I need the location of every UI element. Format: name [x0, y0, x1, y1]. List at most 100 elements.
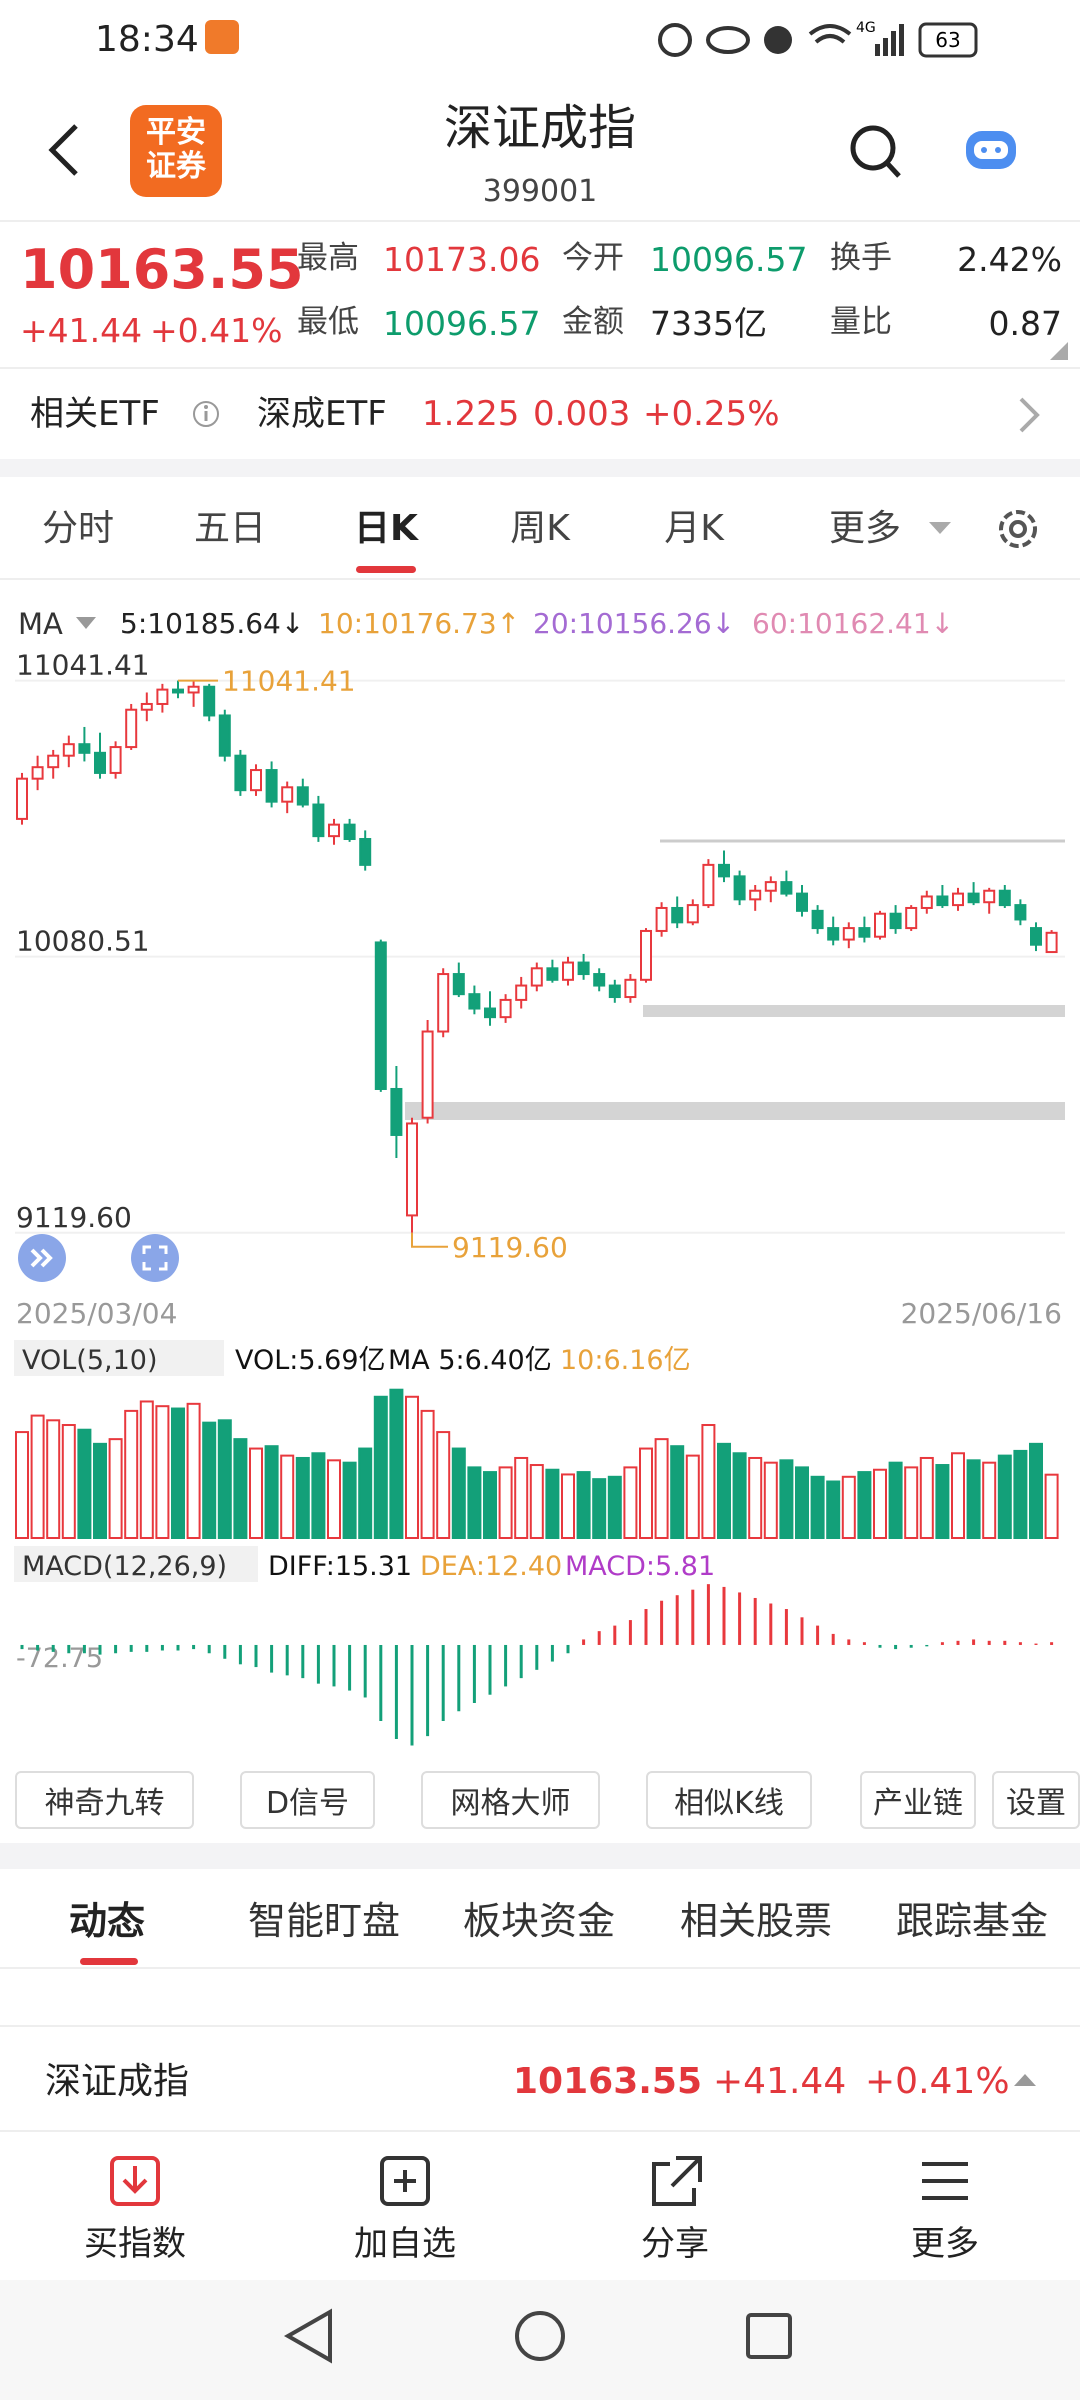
candle-body: [796, 892, 808, 912]
volume-bar: [779, 1459, 794, 1539]
divider: [0, 1967, 1080, 1969]
candle-body: [764, 881, 777, 892]
search-button[interactable]: [845, 118, 905, 182]
etf-change: 0.003: [533, 394, 631, 434]
candle-body: [889, 912, 902, 930]
candle-body: [593, 973, 606, 987]
page-title: 深证成指: [443, 100, 637, 156]
volume-bar: [498, 1466, 513, 1540]
divider: [0, 578, 1080, 580]
volume-bar: [857, 1471, 872, 1539]
section-gap: [0, 459, 1080, 477]
candle-body: [359, 838, 372, 866]
volume-bar: [389, 1388, 404, 1540]
tool-button[interactable]: 神奇九转: [15, 1771, 194, 1829]
candle-body: [655, 906, 668, 932]
candle-body: [546, 967, 559, 981]
period-tab[interactable]: 日K: [354, 508, 418, 549]
ma-caret[interactable]: [74, 614, 98, 632]
volume-bar: [1044, 1473, 1059, 1539]
settings-button[interactable]: [994, 505, 1042, 553]
candle-body: [1045, 931, 1058, 954]
tool-button[interactable]: 网格大师: [421, 1771, 600, 1829]
low-pointer: [411, 1232, 448, 1248]
candle-body: [640, 929, 652, 981]
volume-bar: [61, 1424, 76, 1539]
float-buttons: [18, 1234, 179, 1282]
ma-value: 5:10185.64↓: [120, 607, 305, 640]
volume-bar: [295, 1456, 310, 1540]
add-icon[interactable]: [380, 2156, 430, 2206]
volume-bar: [763, 1461, 778, 1540]
icon: [658, 23, 692, 57]
period-tab[interactable]: 分时: [41, 508, 115, 549]
tool-button[interactable]: D信号: [240, 1771, 375, 1829]
volume-label: MA 5:6.40亿: [388, 1345, 552, 1376]
tool-button[interactable]: 设置: [992, 1771, 1080, 1829]
volume-bar: [483, 1471, 497, 1539]
candle-body: [484, 1007, 496, 1019]
support-band: [405, 1102, 1065, 1120]
candle-body: [437, 973, 450, 1033]
candle-body: [827, 927, 840, 941]
panel-label-box: [14, 1546, 258, 1582]
tool-button[interactable]: 产业链: [860, 1771, 976, 1829]
period-tab[interactable]: 月K: [664, 508, 724, 549]
candle-body: [686, 904, 699, 924]
nav-recent[interactable]: [746, 2313, 792, 2359]
bottom-action[interactable]: 买指数: [84, 2224, 186, 2264]
fullscreen-button[interactable]: [131, 1234, 179, 1282]
volume-bar: [93, 1442, 107, 1539]
bottom-action[interactable]: 分享: [641, 2224, 709, 2264]
back-button[interactable]: [40, 120, 90, 180]
volume-bar: [545, 1468, 560, 1539]
info-tab[interactable]: 动态: [68, 1899, 146, 1943]
icon: [899, 24, 904, 56]
info-tab[interactable]: 相关股票: [679, 1899, 833, 1943]
icon: [808, 24, 852, 44]
volume-bar: [30, 1414, 45, 1539]
period-tab[interactable]: 五日: [193, 508, 267, 549]
info-icon[interactable]: [192, 400, 220, 428]
candle-body: [94, 751, 106, 774]
macd-axis-label: -72.75: [16, 1643, 103, 1674]
ma-label[interactable]: MA: [18, 607, 63, 641]
volume-bar: [436, 1431, 451, 1539]
buy-icon[interactable]: [110, 2156, 160, 2206]
volume-bar: [249, 1447, 263, 1539]
ma-value: 60:10162.41↓: [752, 607, 955, 640]
period-tab[interactable]: 周K: [510, 508, 570, 549]
candle-body: [187, 685, 200, 694]
tool-button[interactable]: 相似K线: [646, 1771, 812, 1829]
summary-caret[interactable]: [1012, 2070, 1038, 2090]
period-tab[interactable]: 更多: [828, 508, 902, 549]
nav-home[interactable]: [515, 2311, 565, 2361]
field-value: 0.87: [988, 304, 1062, 343]
dropdown-caret[interactable]: [927, 518, 953, 538]
field-value: 7335亿: [650, 304, 767, 343]
candle-body: [874, 912, 886, 938]
volume-label: VOL(5,10): [22, 1345, 157, 1376]
divider: [0, 2025, 1080, 2027]
more-icon[interactable]: [922, 2162, 968, 2200]
bottom-action[interactable]: 加自选: [354, 2224, 456, 2264]
volume-bar: [935, 1464, 950, 1539]
candle-body: [281, 786, 294, 803]
assistant-button[interactable]: [960, 125, 1022, 175]
etf-name[interactable]: 深成ETF: [257, 394, 387, 434]
ma-value: 10:10176.73↑: [318, 607, 521, 640]
info-tab[interactable]: 板块资金: [462, 1899, 616, 1943]
volume-bar: [405, 1395, 419, 1539]
volume-bar: [514, 1456, 529, 1540]
info-tab[interactable]: 跟踪基金: [895, 1899, 1049, 1943]
support-band: [643, 1005, 1065, 1017]
share-icon[interactable]: [652, 2156, 702, 2206]
bottom-action[interactable]: 更多: [911, 2224, 979, 2264]
candle-body: [515, 984, 528, 1001]
etf-more[interactable]: [1015, 395, 1045, 435]
info-tab[interactable]: 智能盯盘: [247, 1899, 401, 1943]
nav-back[interactable]: [283, 2308, 332, 2364]
volume-bar: [795, 1466, 809, 1540]
volume-bar: [139, 1400, 154, 1539]
section-gap: [0, 1843, 1080, 1869]
